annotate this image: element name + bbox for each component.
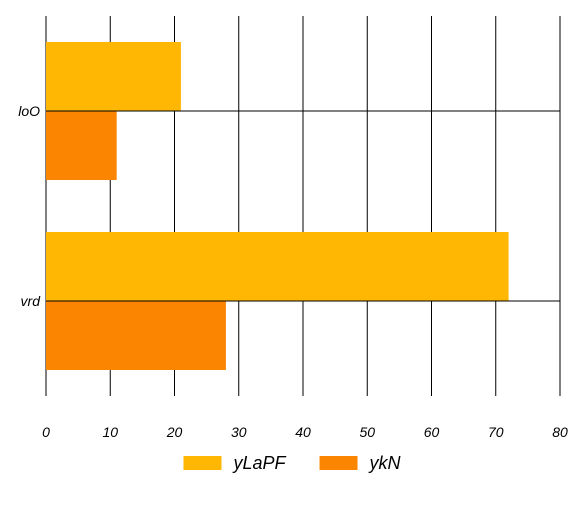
x-tick-label-20: 20 <box>166 424 183 440</box>
legend: yLaPF ykN <box>183 453 402 473</box>
bar-yLaPF-loO <box>46 42 181 111</box>
x-tick-label-80: 80 <box>552 424 568 440</box>
x-tick-label-40: 40 <box>295 424 311 440</box>
bar-ykN-loO <box>46 111 117 180</box>
legend-label-yLaPF: yLaPF <box>231 453 286 473</box>
x-tick-label-10: 10 <box>102 424 118 440</box>
legend-swatch-yLaPF <box>183 456 222 470</box>
legend-label-ykN: ykN <box>368 453 402 473</box>
bars <box>46 42 509 370</box>
x-tick-label-30: 30 <box>231 424 247 440</box>
x-tick-label-70: 70 <box>488 424 504 440</box>
x-tick-label-50: 50 <box>359 424 375 440</box>
category-label-loO: loO <box>18 103 40 119</box>
category-label-vrd: vrd <box>21 293 42 309</box>
bar-ykN-vrd <box>46 301 226 370</box>
x-tick-label-0: 0 <box>42 424 50 440</box>
bar-yLaPF-vrd <box>46 232 509 301</box>
legend-swatch-ykN <box>319 456 358 470</box>
axes: 0 10 20 30 40 50 60 70 80 loO vrd <box>18 103 568 440</box>
x-tick-label-60: 60 <box>424 424 440 440</box>
